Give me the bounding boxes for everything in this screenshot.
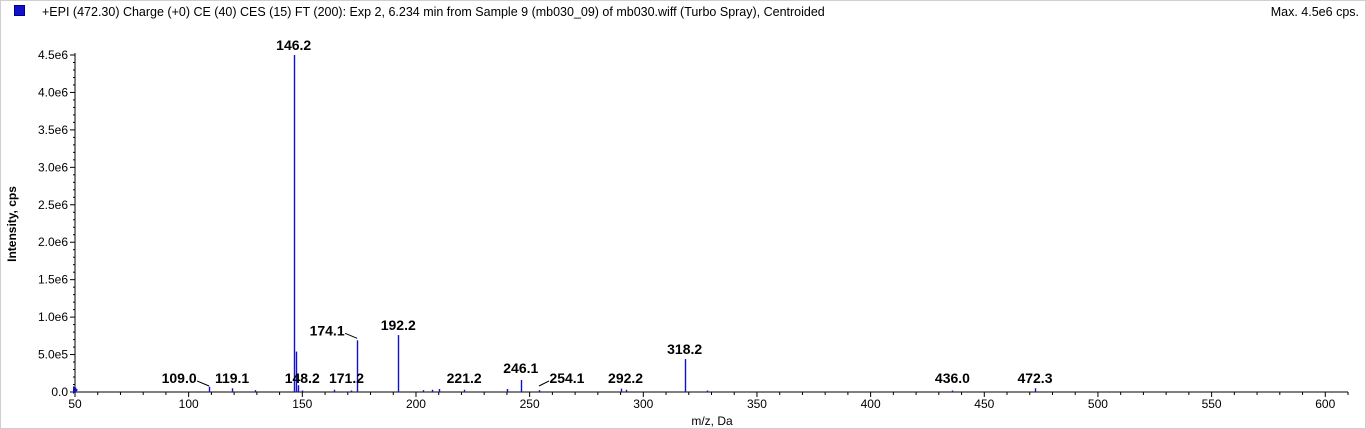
x-axis-label: m/z, Da	[691, 414, 733, 428]
peak-label: 109.0	[162, 370, 197, 386]
x-tick-label: 400	[861, 397, 881, 411]
series-legend-swatch[interactable]	[14, 5, 25, 16]
peak-label: 174.1	[310, 322, 345, 338]
y-tick-label: 5.0e5	[38, 348, 68, 362]
peak-label: 292.2	[608, 370, 643, 386]
peak-labels-group: 109.0 119.1 146.2 148.2 171.2 174.1 192.2 221.2…	[162, 37, 1053, 387]
y-tick-label: 2.0e6	[38, 235, 68, 249]
peak-label: 318.2	[667, 341, 702, 357]
peak-label: 146.2	[276, 37, 311, 53]
y-tick-label: 1.5e6	[38, 273, 68, 287]
y-tick-label: 1.0e6	[38, 310, 68, 324]
peak-label: 246.1	[503, 360, 538, 376]
peak-label: 221.2	[447, 370, 482, 386]
peak-label: 472.3	[1017, 370, 1052, 386]
x-tick-label: 500	[1088, 397, 1108, 411]
x-tick-label: 200	[406, 397, 426, 411]
x-tick-label: 550	[1202, 397, 1222, 411]
y-tick-label: 4.0e6	[38, 85, 68, 99]
y-tick-label: 3.5e6	[38, 123, 68, 137]
max-intensity-label: Max. 4.5e6 cps.	[1270, 5, 1359, 19]
y-tick-label: 0.0	[51, 385, 68, 399]
peak-label-leader	[196, 380, 210, 387]
peak-label: 171.2	[329, 370, 364, 386]
x-tick-label: 300	[633, 397, 653, 411]
x-tick-label: 250	[520, 397, 540, 411]
x-tick-label: 100	[179, 397, 199, 411]
peak-label: 192.2	[381, 317, 416, 333]
peaks-group	[73, 55, 1037, 394]
axes-group: 50 100 150 200 250 300 350 400 450 500 550 600 0.0 5.…	[38, 48, 1349, 411]
x-tick-label: 150	[292, 397, 312, 411]
y-tick-label: 3.0e6	[38, 160, 68, 174]
x-tick-label: 350	[747, 397, 767, 411]
peak-label: 119.1	[215, 370, 249, 386]
chart-header: +EPI (472.30) Charge (+0) CE (40) CES (1…	[0, 0, 1366, 24]
y-tick-label: 4.5e6	[38, 48, 68, 62]
peak-label: 436.0	[935, 370, 970, 386]
range-marker	[73, 386, 78, 394]
peak-label: 148.2	[285, 370, 320, 386]
peak-label: 254.1	[549, 370, 584, 386]
peak-label-leader	[344, 332, 358, 339]
y-tick-label: 2.5e6	[38, 198, 68, 212]
chart-title: +EPI (472.30) Charge (+0) CE (40) CES (1…	[42, 5, 825, 19]
peak-label-leader	[538, 380, 550, 387]
x-tick-label: 450	[974, 397, 994, 411]
x-tick-label: 50	[68, 397, 82, 411]
y-axis-label: Intensity, cps	[5, 186, 19, 262]
x-tick-label: 600	[1315, 397, 1335, 411]
